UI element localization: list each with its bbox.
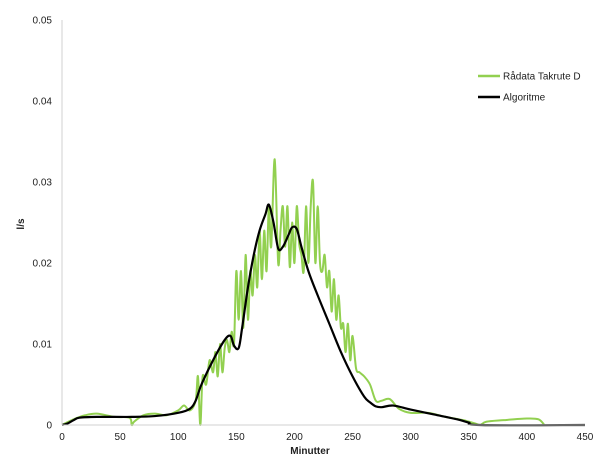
series-line-algoritme [61, 203, 586, 427]
y-tick-label: 0.04 [33, 97, 53, 108]
y-tick-label: 0.03 [33, 178, 53, 189]
x-tick-label: 400 [519, 432, 536, 443]
series-line-r-data-takrute-d [61, 158, 546, 427]
x-tick-label: 100 [170, 432, 187, 443]
x-tick-label: 200 [286, 432, 303, 443]
x-tick-label: 250 [344, 432, 361, 443]
y-tick-label: 0 [46, 421, 52, 432]
x-tick-label: 150 [228, 432, 245, 443]
x-tick-label: 350 [460, 432, 477, 443]
y-tick-label: 0.05 [33, 16, 53, 27]
plot-area [61, 158, 586, 427]
x-tick-label: 50 [115, 432, 127, 443]
legend-label: Rådata Takrute D [503, 71, 581, 83]
y-tick-label: 0.01 [33, 340, 53, 351]
y-axis-title: l/s [16, 218, 27, 230]
x-tick-label: 300 [402, 432, 419, 443]
x-axis-title: Minutter [290, 446, 330, 457]
axes [61, 20, 585, 426]
legend-label: Algoritme [503, 93, 546, 104]
x-tick-label: 0 [59, 432, 65, 443]
y-tick-label: 0.02 [33, 259, 53, 270]
legend: Rådata Takrute D Algoritme [478, 71, 581, 104]
x-tick-label: 450 [577, 432, 594, 443]
tick-labels: 0 50 100 150 200 250 300 350 400 450 0 0.01 0.02 0.03… [33, 16, 594, 444]
